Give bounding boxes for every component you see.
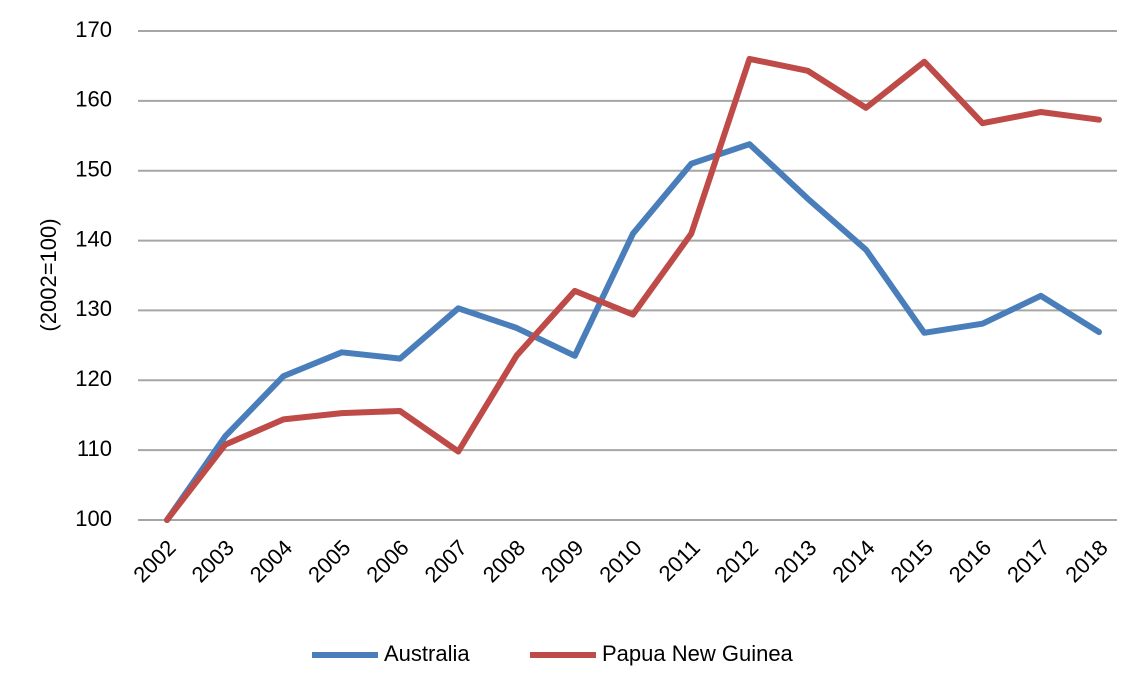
- x-tick-label: 2015: [886, 535, 938, 587]
- x-tick-label: 2018: [1060, 535, 1112, 587]
- x-tick-label: 2017: [1002, 535, 1054, 587]
- y-tick-label: 110: [77, 436, 112, 461]
- x-axis-tick-labels: 2002 2003 2004 2005 2006 2007 2008 2009 2010 2011…: [128, 535, 1112, 587]
- y-tick-label: 140: [75, 226, 112, 251]
- x-tick-label: 2007: [420, 535, 472, 587]
- x-tick-label: 2002: [128, 535, 180, 587]
- x-tick-label: 2009: [536, 535, 588, 587]
- x-tick-label: 2016: [944, 535, 996, 587]
- x-tick-label: 2012: [711, 535, 763, 587]
- legend: Australia Papua New Guinea: [312, 641, 794, 666]
- y-tick-label: 100: [75, 506, 112, 531]
- x-tick-label: 2013: [769, 535, 821, 587]
- y-tick-label: 120: [75, 366, 112, 391]
- y-tick-label: 130: [75, 296, 112, 321]
- series-line: [164, 55, 1102, 523]
- legend-label: Australia: [384, 641, 470, 666]
- x-tick-label: 2010: [594, 535, 646, 587]
- x-tick-label: 2004: [245, 535, 297, 587]
- x-tick-label: 2008: [478, 535, 530, 587]
- x-tick-label: 2005: [303, 535, 355, 587]
- x-tick-label: 2011: [654, 535, 705, 586]
- x-tick-label: 2006: [361, 535, 413, 587]
- series-line: [164, 141, 1102, 523]
- y-tick-label: 150: [75, 157, 112, 182]
- x-tick-label: 2003: [187, 535, 239, 587]
- series-lines: [164, 55, 1102, 523]
- y-axis-label: (2002=100): [36, 218, 61, 331]
- x-tick-label: 2014: [827, 535, 879, 587]
- y-tick-label: 170: [75, 17, 112, 42]
- legend-label: Papua New Guinea: [602, 641, 794, 666]
- y-tick-label: 160: [75, 87, 112, 112]
- y-axis-tick-labels: 100 110 120 130 140 150 160 170: [75, 17, 112, 531]
